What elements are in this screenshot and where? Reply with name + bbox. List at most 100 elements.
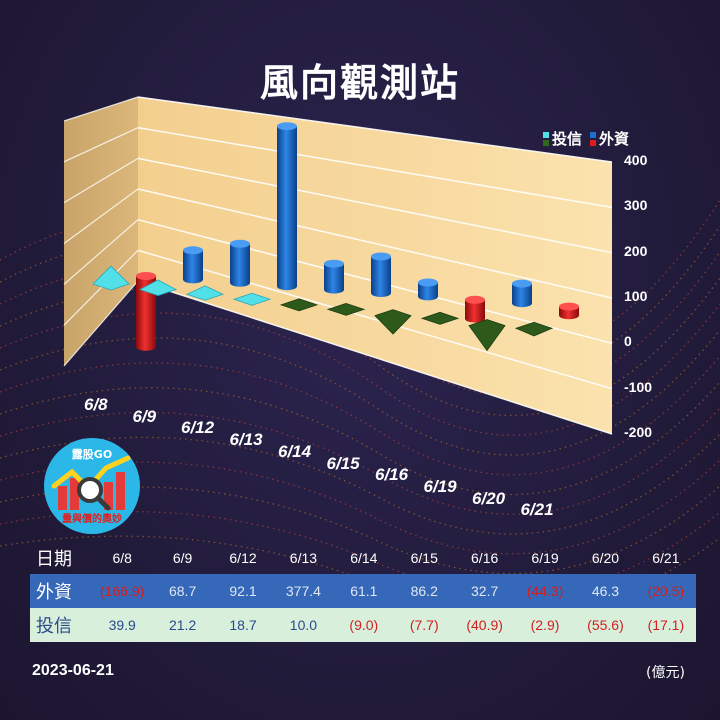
- bar-trust-6/9: [138, 279, 178, 296]
- table-header-label: 日期: [36, 549, 72, 570]
- bar-foreign-6/16: [418, 278, 438, 301]
- table-trust-label: 投信: [36, 616, 72, 637]
- table-cell: (166.9): [100, 583, 145, 599]
- bar-foreign-6/12: [230, 239, 250, 287]
- bar-foreign-6/13: [277, 122, 297, 291]
- data-table: 日期 6/8 6/9 6/12 6/13 6/14 6/15 6/16 6/19 6/20 6/2…: [30, 542, 696, 642]
- table-cell: (17.1): [647, 617, 685, 633]
- x-tick-label: 6/13: [229, 430, 263, 450]
- gridline: [63, 188, 139, 244]
- table-cell: 6/15: [410, 550, 438, 566]
- decor-wave: [0, 459, 720, 555]
- y-tick-label: 200: [624, 242, 648, 259]
- gridline: [137, 96, 613, 163]
- chart-title: 風向觀測站: [259, 61, 460, 105]
- table-cell: 6/13: [289, 550, 318, 566]
- footer-date: 2023-06-21: [32, 662, 114, 679]
- table-cell: 18.7: [229, 617, 257, 633]
- x-tick-label: 6/9: [132, 406, 157, 426]
- gridline: [137, 157, 613, 254]
- decor-wave: [0, 355, 720, 476]
- bar-trust-6/16: [374, 309, 412, 335]
- unit-label: (億元): [646, 665, 685, 681]
- decor-wave: [0, 199, 720, 357]
- bar-trust-6/20: [468, 319, 506, 352]
- x-tick-label: 6/16: [375, 465, 409, 485]
- gridline: [63, 219, 139, 285]
- y-tick-label: 0: [624, 333, 632, 350]
- legend-swatch-foreign: [590, 131, 597, 146]
- bar-trust-6/12: [185, 285, 225, 301]
- table-cell: 86.2: [410, 583, 438, 599]
- gridline: [63, 96, 139, 122]
- x-tick-label: 6/19: [423, 476, 457, 496]
- table-cell: (2.9): [530, 617, 560, 633]
- x-tick-label: 6/12: [181, 418, 215, 438]
- y-tick-label: 300: [624, 197, 648, 214]
- table-cell: 21.2: [168, 617, 197, 633]
- logo-name: 露股GO: [71, 448, 113, 461]
- legend-item-foreign: 外資: [590, 128, 629, 149]
- bar-foreign-6/19: [465, 295, 485, 323]
- bar-foreign-6/21: [559, 302, 579, 320]
- gridline: [63, 249, 139, 326]
- table-cell: (55.6): [587, 617, 624, 633]
- legend-label-trust: 投信: [552, 130, 583, 148]
- table-header-row: 日期 6/8 6/9 6/12 6/13 6/14 6/15 6/16 6/19 6/20 6/2…: [30, 542, 696, 574]
- gridline: [137, 126, 613, 209]
- bar-trust-6/15: [326, 302, 366, 316]
- table-cell: 6/19: [531, 550, 559, 566]
- table-cell: 32.7: [471, 583, 499, 599]
- table-cell: 6/16: [471, 550, 499, 566]
- gridline: [63, 157, 139, 204]
- bar-foreign-6/14: [324, 259, 344, 294]
- bar-trust-6/8: [92, 265, 130, 291]
- chart-side-wall: [64, 97, 138, 366]
- chart-marks: [92, 122, 579, 352]
- table-cell: (9.0): [349, 617, 379, 633]
- gridline: [63, 280, 139, 367]
- table-cell: 6/21: [652, 550, 680, 566]
- table-cell: 61.1: [350, 583, 378, 599]
- gridline: [63, 127, 139, 163]
- table-cell: (20.5): [647, 583, 685, 599]
- bar-trust-6/14: [279, 298, 319, 312]
- y-tick-label: 400: [624, 152, 648, 168]
- chart-legend: 投信 外資: [543, 128, 629, 149]
- decor-wave: [0, 433, 720, 535]
- legend-item-trust: 投信: [543, 128, 582, 149]
- table-cell: 6/9: [172, 550, 193, 566]
- brand-logo: 露股GO 量與價的奧妙: [44, 438, 140, 534]
- x-tick-label: 6/20: [472, 488, 506, 508]
- table-row-foreign: 外資 (166.9) 68.7 92.1 377.4 61.1 86.2 32.7 (44.3…: [30, 574, 696, 608]
- bar-trust-6/19: [420, 311, 460, 325]
- y-tick-label: 100: [624, 288, 648, 304]
- logo-chart-icon: [51, 455, 131, 511]
- table-cell: (44.3): [526, 583, 564, 599]
- y-tick-label: -200: [624, 424, 653, 440]
- table-cell: 68.7: [168, 583, 197, 599]
- decor-wave: [0, 381, 720, 496]
- bar-foreign-6/9: [183, 246, 203, 284]
- gridline: [137, 188, 613, 299]
- table-cell: 10.0: [289, 617, 318, 633]
- bar-foreign-6/20: [512, 279, 532, 308]
- legend-label-foreign: 外資: [599, 130, 630, 148]
- table-cell: 92.1: [229, 583, 257, 599]
- decor-wave: [0, 485, 720, 575]
- gridline: [137, 280, 613, 435]
- table-cell: 377.4: [285, 583, 321, 599]
- decor-wave: [0, 407, 720, 515]
- x-tick-label: 6/8: [84, 395, 108, 414]
- gridline: [137, 249, 613, 390]
- decor-wave: [0, 277, 720, 417]
- x-tick-label: 6/15: [326, 453, 360, 473]
- table-cell: 39.9: [108, 617, 136, 633]
- y-tick-label: -100: [624, 378, 653, 395]
- table-cell: (40.9): [466, 617, 503, 633]
- legend-swatch-trust: [543, 131, 549, 146]
- bar-foreign-6/15: [371, 252, 391, 297]
- x-tick-label: 6/14: [278, 441, 312, 461]
- table-cell: 6/8: [112, 550, 132, 566]
